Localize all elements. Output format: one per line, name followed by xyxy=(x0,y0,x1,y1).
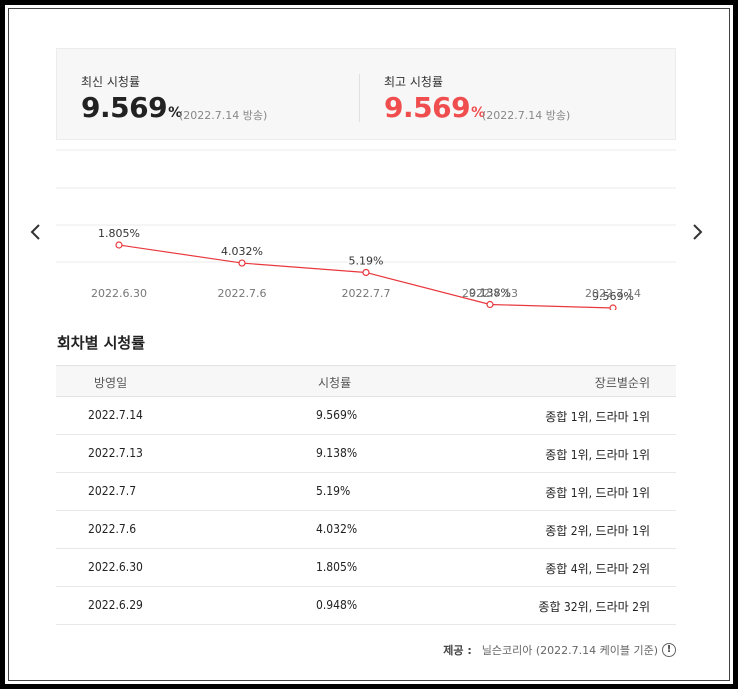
rating-line-chart: 1.805% 2022.6.30 4.032% 2022.7.6 5.19% 2022.7… xyxy=(56,149,676,310)
source-label: 제공 : xyxy=(443,644,472,657)
x-tick-label: 2022.7.14 xyxy=(585,287,641,300)
chevron-left-icon[interactable] xyxy=(24,220,48,246)
data-point xyxy=(115,241,123,249)
data-label: 1.805% xyxy=(98,227,140,240)
row-rank: 종합 4위, 드라마 2위 xyxy=(545,562,650,576)
section-title: 회차별 시청률 xyxy=(57,334,146,352)
data-point xyxy=(238,259,246,267)
chevron-right-icon[interactable] xyxy=(685,220,709,246)
x-tick-label: 2022.7.6 xyxy=(218,287,267,300)
data-label: 5.19% xyxy=(349,254,384,267)
source-text: 닐슨코리아 (2022.7.14 케이블 기준) xyxy=(481,644,658,657)
row-date: 2022.6.30 xyxy=(88,560,143,574)
header-rating: 시청률 xyxy=(318,376,352,390)
info-icon[interactable]: ! xyxy=(662,643,676,657)
episode-rating-table: 방영일 시청률 장르별순위 2022.7.14 9.569% 종합 1위, 드라… xyxy=(56,365,676,625)
data-label: 9.569% xyxy=(592,290,634,303)
x-tick-label: 2022.7.13 xyxy=(462,287,518,300)
highest-rating-unit: % xyxy=(471,105,485,121)
table-row: 2022.7.6 4.032% 종합 2위, 드라마 1위 xyxy=(56,511,676,549)
highest-rating: 최고 시청률 9.569% (2022.7.14 방송) xyxy=(384,49,654,139)
table-row: 2022.7.13 9.138% 종합 1위, 드라마 1위 xyxy=(56,435,676,473)
row-rating: 9.569% xyxy=(316,408,358,422)
content-border xyxy=(8,8,730,681)
row-rating: 4.032% xyxy=(316,522,358,536)
latest-rating-note: (2022.7.14 방송) xyxy=(179,109,268,122)
latest-rating: 최신 시청률 9.569% (2022.7.14 방송) xyxy=(81,49,351,139)
row-rating: 1.805% xyxy=(316,560,358,574)
latest-rating-label: 최신 시청률 xyxy=(81,75,141,89)
latest-rating-unit: % xyxy=(168,105,182,121)
row-rating: 9.138% xyxy=(316,446,358,460)
data-label: 4.032% xyxy=(221,245,263,258)
row-rank: 종합 1위, 드라마 1위 xyxy=(545,448,650,462)
table-row: 2022.7.14 9.569% 종합 1위, 드라마 1위 xyxy=(56,397,676,435)
row-date: 2022.7.13 xyxy=(88,446,143,460)
row-rank: 종합 1위, 드라마 1위 xyxy=(545,486,650,500)
row-rank: 종합 2위, 드라마 1위 xyxy=(545,524,650,538)
row-date: 2022.7.6 xyxy=(88,522,137,536)
table-row: 2022.6.30 1.805% 종합 4위, 드라마 2위 xyxy=(56,549,676,587)
row-rating: 5.19% xyxy=(316,484,351,498)
row-date: 2022.6.29 xyxy=(88,598,143,612)
row-rank: 종합 1위, 드라마 1위 xyxy=(545,410,650,424)
data-point xyxy=(609,304,617,310)
latest-rating-number: 9.569 xyxy=(81,91,168,124)
header-rank: 장르별순위 xyxy=(594,376,650,390)
rating-summary: 최신 시청률 9.569% (2022.7.14 방송) 최고 시청률 9.56… xyxy=(56,48,676,140)
header-date: 방영일 xyxy=(94,376,128,390)
table-row: 2022.6.29 0.948% 종합 32위, 드라마 2위 xyxy=(56,587,676,625)
x-tick-label: 2022.6.30 xyxy=(91,287,147,300)
highest-rating-value: 9.569% xyxy=(384,91,485,124)
row-rating: 0.948% xyxy=(316,598,358,612)
highest-rating-number: 9.569 xyxy=(384,91,471,124)
x-tick-label: 2022.7.7 xyxy=(342,287,391,300)
latest-rating-value: 9.569% xyxy=(81,91,182,124)
data-point xyxy=(486,300,494,309)
row-rank: 종합 32위, 드라마 2위 xyxy=(538,600,650,614)
highest-rating-note: (2022.7.14 방송) xyxy=(482,109,571,122)
table-header: 방영일 시청률 장르별순위 xyxy=(56,365,676,397)
data-source: 제공 : 닐슨코리아 (2022.7.14 케이블 기준) ! xyxy=(443,642,676,658)
table-row: 2022.7.7 5.19% 종합 1위, 드라마 1위 xyxy=(56,473,676,511)
summary-divider xyxy=(359,74,360,122)
row-date: 2022.7.14 xyxy=(88,408,143,422)
row-date: 2022.7.7 xyxy=(88,484,137,498)
data-label: 9.138% xyxy=(469,287,511,300)
highest-rating-label: 최고 시청률 xyxy=(384,75,444,89)
data-point xyxy=(362,268,370,277)
